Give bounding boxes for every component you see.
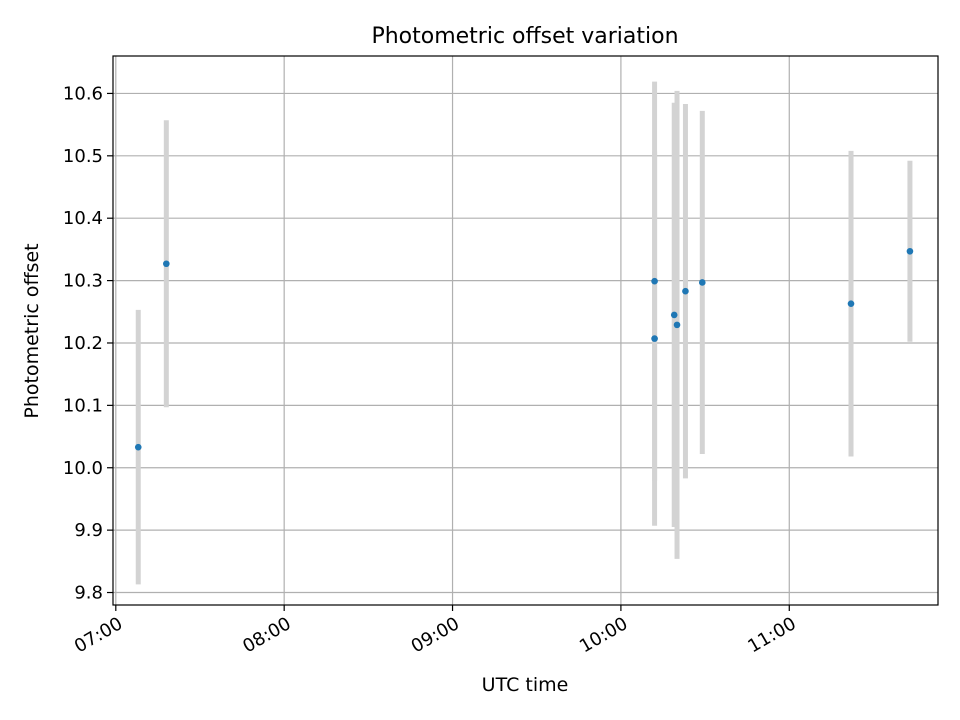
x-tick-label: 10:00	[576, 613, 631, 657]
plot-frame	[112, 55, 939, 606]
y-axis-ticks: 9.8 9.9 10.0 10.1 10.2 10.3 10.4 10.5 10.6	[63, 83, 113, 604]
plot-background	[113, 56, 938, 605]
y-tick-label: 10.4	[63, 208, 103, 229]
data-point	[651, 335, 658, 342]
y-tick-label: 9.8	[74, 583, 103, 604]
x-tick-label: 09:00	[408, 613, 463, 657]
y-tick-label: 9.9	[74, 520, 103, 541]
y-axis-label: Photometric offset	[21, 243, 43, 418]
data-point	[698, 279, 706, 286]
data-points	[134, 247, 914, 451]
data-point	[673, 321, 681, 329]
data-point	[163, 260, 170, 268]
chart-title: Photometric offset variation	[371, 24, 678, 49]
x-tick-label: 11:00	[744, 613, 799, 657]
y-tick-label: 10.3	[63, 271, 103, 292]
y-tick-label: 10.6	[63, 83, 103, 104]
data-point	[847, 300, 855, 307]
y-tick-label: 10.0	[63, 458, 103, 479]
y-tick-label: 10.5	[63, 146, 103, 167]
data-point	[670, 311, 678, 319]
x-tick-label: 07:00	[71, 613, 126, 657]
grid	[113, 56, 938, 605]
data-point	[134, 443, 142, 451]
data-point	[682, 287, 689, 295]
x-tick-label: 08:00	[239, 613, 294, 657]
y-tick-label: 10.1	[63, 395, 103, 416]
y-tick-label: 10.2	[63, 333, 103, 354]
data-point	[651, 277, 658, 285]
x-axis-label: UTC time	[482, 674, 569, 696]
data-point	[906, 247, 914, 255]
x-axis-ticks: 07:00 08:00 09:00 10:00 11:00	[71, 605, 800, 657]
